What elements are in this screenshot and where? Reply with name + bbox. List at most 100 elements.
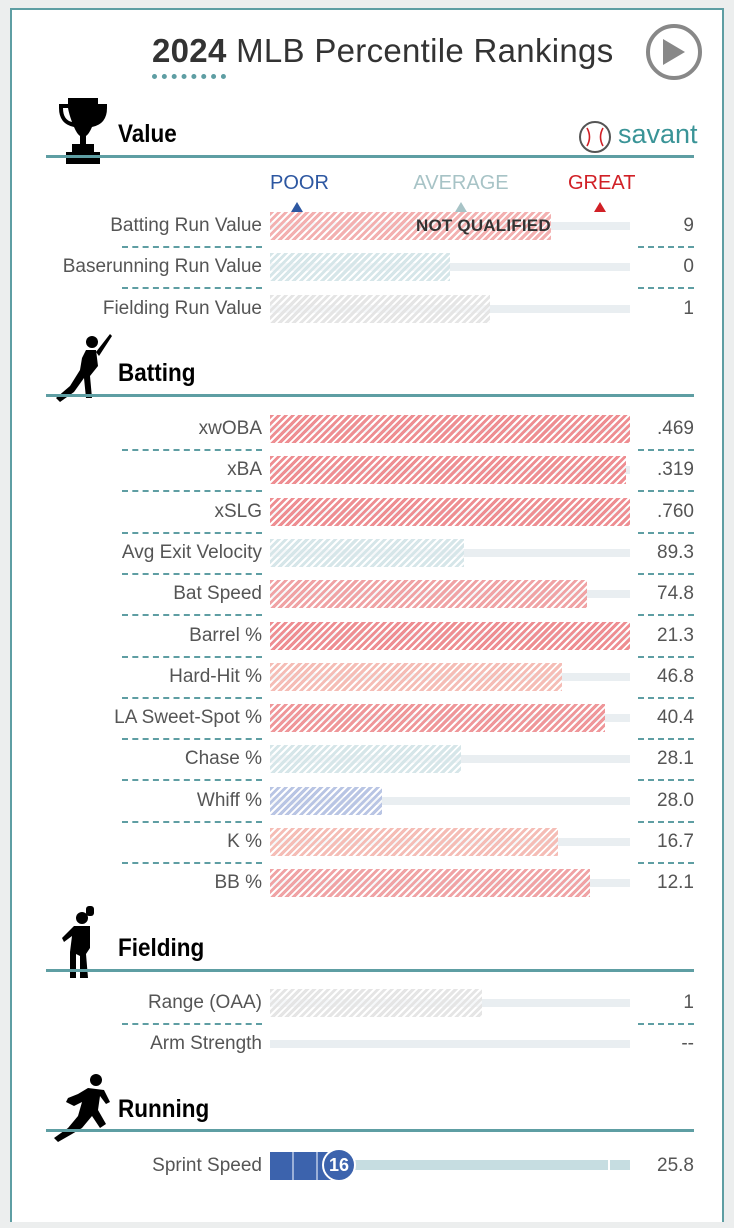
metric-value: 74.8: [657, 583, 694, 605]
scale-average: AVERAGE: [413, 172, 509, 218]
metric-label: Arm Strength: [150, 1033, 262, 1055]
metric-label: xwOBA: [198, 418, 262, 439]
percentile-track: [270, 263, 630, 272]
percentile-bar: [270, 253, 450, 282]
row-divider-left: [122, 531, 262, 534]
section-title-fielding: Fielding: [118, 934, 205, 962]
percentile-bar: [270, 497, 630, 526]
metric-label: Sprint Speed: [152, 1155, 262, 1176]
page-title: 2024 MLB Percentile Rankings: [152, 32, 614, 70]
percentile-bar: [270, 538, 464, 567]
percentile-bar: [270, 621, 630, 650]
savant-logo-icon: [578, 120, 612, 154]
percentile-track: [270, 796, 630, 805]
metric-value: 46.8: [657, 665, 694, 687]
percentile-bubble: 16: [322, 1148, 356, 1182]
savant-brand[interactable]: savant: [618, 119, 698, 149]
section-divider: [46, 1129, 694, 1132]
metric-value: --: [681, 1033, 694, 1055]
row-divider-right: [638, 696, 694, 699]
play-icon: [663, 39, 685, 65]
row-divider-right: [638, 531, 694, 534]
metric-value: 40.4: [657, 707, 694, 729]
row-divider-right: [638, 862, 694, 864]
metric-value: 28.1: [657, 748, 694, 770]
section-divider: [46, 155, 694, 158]
row-divider-right: [638, 449, 694, 451]
metric-label: K %: [227, 831, 262, 852]
percentile-bar: [270, 828, 558, 856]
row-divider-left: [122, 572, 262, 575]
metric-value: 0: [683, 256, 694, 278]
percentile-bar: [270, 580, 587, 609]
metric-label: xBA: [227, 459, 262, 481]
metric-value: 12.1: [657, 872, 694, 894]
section-divider: [46, 969, 694, 972]
metric-label: BB %: [214, 872, 262, 894]
row-divider-right: [638, 738, 694, 741]
percentile-bar: [270, 704, 605, 733]
percentile-bar: [270, 989, 482, 1017]
percentile-bar: [270, 294, 490, 323]
track-end-tick: [608, 1160, 610, 1170]
row-divider-left: [122, 614, 262, 617]
row-divider-left: [122, 490, 262, 493]
percentile-bar: [270, 415, 630, 443]
percentile-bar: [270, 662, 562, 691]
row-divider-left: [122, 738, 262, 741]
row-divider-left: [122, 820, 262, 823]
percentile-card: 2024 MLB Percentile Rankings savant POOR…: [10, 8, 724, 1222]
great-marker-icon: [594, 202, 606, 212]
metric-value: 1: [683, 297, 694, 319]
metric-value: 28.0: [657, 789, 694, 811]
percentile-bar: [270, 745, 461, 774]
metric-value: 89.3: [657, 541, 694, 563]
scale-poor: POOR: [270, 172, 329, 218]
play-button[interactable]: [646, 24, 702, 80]
metric-value: 16.7: [657, 831, 694, 852]
metric-label: Range (OAA): [147, 992, 262, 1013]
metric-value: .469: [657, 418, 694, 439]
metric-label: LA Sweet-Spot %: [114, 707, 262, 729]
metric-value: .760: [657, 500, 694, 522]
bar-tick: [292, 1152, 294, 1180]
metric-label: Barrel %: [189, 624, 262, 646]
percentile-track: [270, 1040, 630, 1049]
row-divider-right: [638, 1023, 694, 1025]
percentile-bar: [270, 456, 626, 485]
row-divider-left: [122, 862, 262, 864]
row-divider-left: [122, 246, 262, 248]
section-title-value: Value: [118, 120, 177, 148]
metric-value: 1: [683, 992, 694, 1013]
row-divider-right: [638, 490, 694, 493]
row-divider-left: [122, 655, 262, 658]
metric-label: Batting Run Value: [110, 215, 262, 236]
row-divider-left: [122, 696, 262, 699]
row-divider-right: [638, 287, 694, 290]
section-divider: [46, 394, 694, 397]
metric-label: Avg Exit Velocity: [121, 541, 262, 563]
metric-value: 21.3: [657, 624, 694, 646]
average-marker-icon: [455, 202, 467, 212]
metric-label: Bat Speed: [173, 583, 262, 605]
section-title-running: Running: [118, 1095, 210, 1123]
batter-icon: [52, 332, 112, 409]
metric-value: .319: [657, 459, 694, 481]
row-divider-left: [122, 287, 262, 290]
title-year: 2024: [152, 32, 227, 69]
row-divider-right: [638, 779, 694, 782]
row-divider-left: [122, 1023, 262, 1025]
bar-tick: [316, 1152, 318, 1180]
percentile-track: [270, 1160, 630, 1170]
metric-label: xSLG: [214, 500, 262, 522]
poor-marker-icon: [291, 202, 303, 212]
runner-icon: [52, 1072, 112, 1147]
metric-value: 9: [683, 215, 694, 236]
scale-great: GREAT: [568, 172, 635, 218]
metric-label: Baserunning Run Value: [62, 256, 262, 278]
percentile-bar: [270, 786, 382, 815]
row-divider-right: [638, 655, 694, 658]
title-underline: [152, 74, 226, 79]
percentile-bar: [270, 869, 590, 898]
metric-label: Whiff %: [196, 789, 262, 811]
